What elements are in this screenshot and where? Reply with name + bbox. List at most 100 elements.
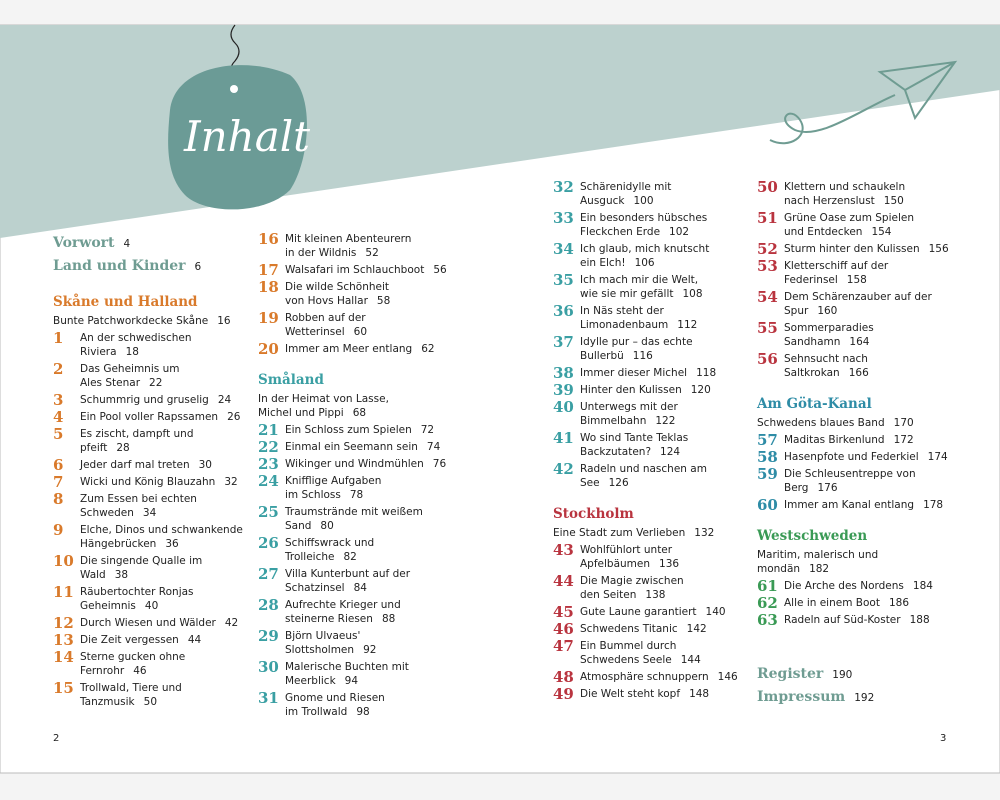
- column: 32 Schärenidylle mit Ausguck 100 33 Ein beson…: [553, 180, 748, 704]
- entry-body: Ich mach mir die Welt, wie sie mir gefäll…: [580, 273, 703, 301]
- entry-number: 40: [553, 398, 574, 416]
- line: Bimmelbahn 122: [580, 414, 678, 428]
- entry: 10 Die singende Qualle im Wald 38: [53, 554, 248, 582]
- page-number: 40: [144, 600, 159, 612]
- entry: 24 Knifflige Aufgaben im Schloss 78: [258, 474, 453, 502]
- line: Trolleiche 82: [285, 550, 374, 564]
- entry-text: Sehnsucht nach: [784, 353, 868, 365]
- entry-text: Die Zeit vergessen: [80, 634, 179, 646]
- entry-number: 31: [258, 689, 279, 707]
- line: Björn Ulvaeus' Slottsholmen 92: [285, 629, 453, 657]
- entry-text: Ein Bummel durch: [580, 640, 677, 652]
- page-number: 62: [421, 343, 435, 355]
- page-number: 166: [848, 367, 869, 379]
- entry-number: 33: [553, 209, 574, 227]
- page-number: 136: [659, 558, 680, 570]
- page-number: 150: [883, 195, 904, 207]
- entry-number: 53: [757, 257, 778, 275]
- entry-text: Villa Kunterbunt auf der: [285, 568, 411, 580]
- entry-text: Gute Laune garantiert: [580, 606, 697, 618]
- page-number: 176: [817, 482, 838, 494]
- entry-number: 49: [553, 685, 574, 703]
- line: Es zischt, dampft und: [80, 427, 194, 441]
- page-number: 22: [149, 377, 163, 389]
- entry-number: 23: [258, 455, 279, 473]
- entry-text: In Näs steht der: [580, 305, 664, 317]
- entry: 48 Atmosphäre schnuppern 146: [553, 670, 748, 685]
- entry-text: Hasenpfote und Federkiel: [784, 451, 919, 463]
- line: Maditas Birkenlund 172: [784, 433, 914, 447]
- entry-text: Atmosphäre schnuppern: [580, 671, 709, 683]
- entry-body: Hasenpfote und Federkiel 174: [784, 450, 948, 464]
- page-number: 68: [352, 407, 367, 419]
- entry-text: Mit kleinen Abenteurern: [285, 233, 412, 245]
- entry-body: Immer am Kanal entlang 178: [784, 498, 943, 512]
- entry-number: 19: [258, 309, 279, 327]
- entry-text: Eine Stadt zum Verlieben: [553, 527, 686, 539]
- line: Spur 160: [784, 304, 932, 318]
- entry: 17 Walsafari im Schlauchboot 56: [258, 263, 453, 278]
- section-heading: Småland: [258, 372, 324, 388]
- entry-number: 2: [53, 360, 64, 378]
- entry-number: 41: [553, 429, 574, 447]
- entry-body: Sommerparadies Sandhamn 164: [784, 321, 874, 349]
- section-intro: Maritim, malerisch und mondän 182: [757, 548, 952, 576]
- entry-number: 25: [258, 503, 279, 521]
- entry: 26 Schiffswrack und Trolleiche 82: [258, 536, 453, 564]
- line: Wald 38: [80, 568, 202, 582]
- entry-text: wie sie mir gefällt: [580, 288, 674, 300]
- line: nach Herzenslust 150: [784, 194, 905, 208]
- page-number: 100: [633, 195, 654, 207]
- entry: 49 Die Welt steht kopf 148: [553, 685, 748, 703]
- entry-text: Sterne gucken ohne: [80, 651, 186, 663]
- line: Immer dieser Michel 118: [580, 366, 716, 380]
- entry-number: 35: [553, 271, 574, 289]
- entry-body: Wicki und König Blauzahn 32: [80, 475, 238, 489]
- entry: 38 Immer dieser Michel 118: [553, 364, 748, 382]
- entry-text: Unterwegs mit der: [580, 401, 678, 413]
- page-number: 16: [217, 315, 231, 327]
- section-intro: In der Heimat von Lasse, Michel und Pippi…: [258, 392, 453, 420]
- entry-body: Immer am Meer entlang 62: [285, 342, 435, 356]
- line: im Trollwald 98: [285, 705, 385, 719]
- entry-body: Alle in einem Boot 186: [784, 596, 909, 610]
- entry: 42 Radeln und naschen am See 126: [553, 462, 748, 490]
- line: und Entdecken 154: [784, 225, 914, 239]
- entry-text: Alle in einem Boot: [784, 597, 880, 609]
- chapter: Vorwort 4: [53, 232, 248, 255]
- entry-body: Atmosphäre schnuppern 146: [580, 670, 738, 684]
- page-number: 140: [705, 606, 726, 618]
- entry-body: Grüne Oase zum Spielen und Entdecken 154: [784, 211, 914, 239]
- entry-text: Räubertochter Ronjas: [80, 586, 194, 598]
- entry-text: Robben auf der: [285, 312, 366, 324]
- entry-number: 38: [553, 364, 574, 382]
- line: wie sie mir gefällt 108: [580, 287, 703, 301]
- page-number: 50: [143, 696, 158, 708]
- entry-body: Räubertochter Ronjas Geheimnis 40: [80, 585, 194, 613]
- entry-text: Limonadenbaum: [580, 319, 669, 331]
- entry: 51 Grüne Oase zum Spielen und Entdecken 154: [757, 211, 952, 239]
- entry-text: Elche, Dinos und schwankende: [80, 524, 243, 536]
- entry-text: Aufrechte Krieger und: [285, 599, 401, 611]
- entry: 30 Malerische Buchten mit Meerblick 94: [258, 660, 453, 688]
- line: Trollwald, Tiere und: [80, 681, 182, 695]
- entry-body: Ich glaub, mich knutscht ein Elch! 106: [580, 242, 709, 270]
- entry-body: Ein besonders hübsches Fleckchen Erde 102: [580, 211, 707, 239]
- entry-body: Maditas Birkenlund 172: [784, 433, 914, 447]
- line: Ein Bummel durch: [580, 639, 701, 653]
- entry: 54 Dem Schärenzauber auf der Spur 160: [757, 290, 952, 318]
- entry: 1 An der schwedischen Riviera 18: [53, 331, 248, 359]
- entry-body: Die Zeit vergessen 44: [80, 633, 201, 647]
- section-heading: Skåne und Halland: [53, 294, 198, 310]
- page-number: 132: [694, 527, 715, 539]
- column: 16 Mit kleinen Abenteurern in der Wildnis 5…: [258, 232, 453, 722]
- entry-number: 55: [757, 319, 778, 337]
- line: Das Geheimnis um: [80, 362, 179, 376]
- entry-text: Fernrohr: [80, 665, 125, 677]
- line: Bullerbü 116: [580, 349, 693, 363]
- page-number: 36: [165, 538, 179, 550]
- entry-text: Hinter den Kulissen: [580, 384, 682, 396]
- entry: 2 Das Geheimnis um Ales Stenar 22: [53, 362, 248, 390]
- entry: 6 Jeder darf mal treten 30: [53, 458, 248, 473]
